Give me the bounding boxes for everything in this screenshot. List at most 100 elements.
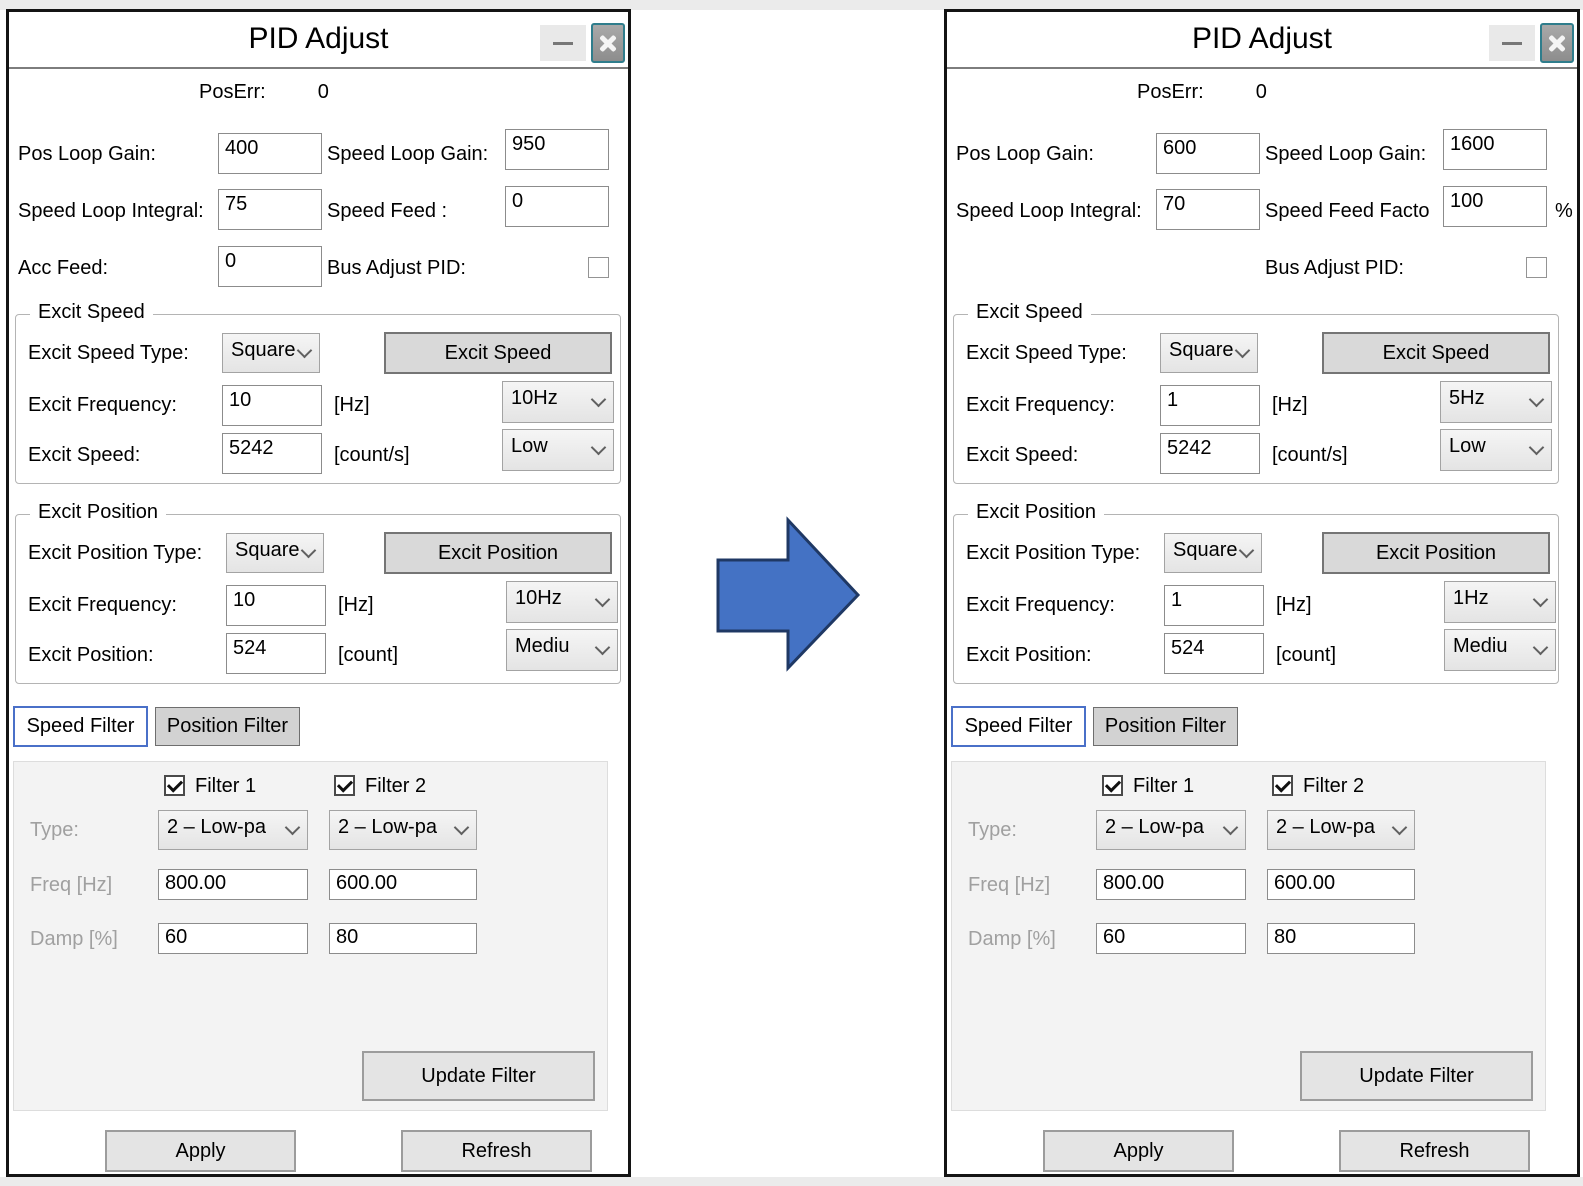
excit-frequency-input[interactable] (222, 385, 322, 426)
filter-type-label: Type: (968, 819, 1017, 841)
bus-adjust-pid-checkbox[interactable] (588, 257, 609, 278)
filter2-checkbox[interactable] (1272, 775, 1293, 796)
excit-position-range-value: 1Hz (1453, 587, 1489, 609)
acc-feed-input[interactable] (218, 246, 322, 287)
excit-position-type-value: Square (1173, 539, 1238, 561)
excit-position-range-dropdown[interactable]: 1Hz (1444, 581, 1556, 623)
excit-position-level-dropdown[interactable]: Mediu (506, 629, 618, 671)
speed-feed-factor-input[interactable] (1443, 186, 1547, 227)
chevron-down-icon (1528, 391, 1545, 408)
speed-loop-gain-input[interactable] (1443, 129, 1547, 170)
minimize-button[interactable] (1489, 25, 1535, 61)
speed-feed-input[interactable] (505, 186, 609, 227)
excit-position-type-dropdown[interactable]: Square (1164, 533, 1262, 573)
speed-loop-gain-input[interactable] (505, 129, 609, 170)
filter2-freq-input[interactable] (329, 869, 477, 900)
excit-speed-range-dropdown[interactable]: 10Hz (502, 381, 614, 423)
filter1-type-dropdown[interactable]: 2 – Low-pa (1096, 810, 1246, 850)
filter1-type-dropdown[interactable]: 2 – Low-pa (158, 810, 308, 850)
excit-speed-input[interactable] (1160, 433, 1260, 474)
excit-speed-range-value: 5Hz (1449, 387, 1485, 409)
excit-speed-type-dropdown[interactable]: Square (222, 333, 320, 373)
refresh-button[interactable]: Refresh (401, 1130, 592, 1172)
chevron-down-icon (590, 391, 607, 408)
apply-button[interactable]: Apply (1043, 1130, 1234, 1172)
pos-loop-gain-input[interactable] (1156, 133, 1260, 174)
acc-feed-label: Acc Feed: (18, 257, 109, 279)
excit-position-label: Excit Position: (966, 644, 1092, 666)
tab-speed-filter[interactable]: Speed Filter (951, 706, 1086, 747)
window-title: PID Adjust (248, 22, 389, 55)
excit-speed-type-dropdown[interactable]: Square (1160, 333, 1258, 373)
speed-loop-integral-input[interactable] (218, 189, 322, 230)
excit-speed-group-legend: Excit Speed (968, 301, 1091, 324)
filter1-checkbox[interactable] (164, 775, 185, 796)
excit-frequency-input[interactable] (226, 585, 326, 626)
bus-adjust-pid-checkbox[interactable] (1526, 257, 1547, 278)
poserr-row: PosErr: 0 (1137, 79, 1267, 105)
tab-speed-filter[interactable]: Speed Filter (13, 706, 148, 747)
excit-speed-level-dropdown[interactable]: Low (1440, 429, 1552, 471)
excit-speed-input[interactable] (222, 433, 322, 474)
pos-loop-gain-input[interactable] (218, 133, 322, 174)
filter1-freq-input[interactable] (1096, 869, 1246, 900)
chevron-down-icon (1238, 542, 1255, 559)
excit-speed-group: Excit Speed Excit Speed Type: Square Exc… (15, 301, 621, 484)
refresh-button[interactable]: Refresh (1339, 1130, 1530, 1172)
speed-loop-gain-label: Speed Loop Gain: (1265, 143, 1427, 165)
tab-position-filter[interactable]: Position Filter (1093, 707, 1238, 746)
excit-speed-button[interactable]: Excit Speed (1322, 332, 1550, 374)
minimize-button[interactable] (540, 25, 586, 61)
filter1-label: Filter 1 (195, 775, 257, 797)
excit-position-button[interactable]: Excit Position (384, 532, 612, 574)
filter2-type-value: 2 – Low-pa (338, 816, 437, 838)
filter2-type-value: 2 – Low-pa (1276, 816, 1375, 838)
excit-position-range-dropdown[interactable]: 10Hz (506, 581, 618, 623)
filter1-damp-input[interactable] (158, 923, 308, 954)
excit-position-input[interactable] (226, 633, 326, 674)
excit-position-input[interactable] (1164, 633, 1264, 674)
tab-position-filter[interactable]: Position Filter (155, 707, 300, 746)
apply-button[interactable]: Apply (105, 1130, 296, 1172)
filter2-damp-input[interactable] (1267, 923, 1415, 954)
excit-position-group: Excit Position Excit Position Type: Squa… (15, 501, 621, 684)
filter-damp-label: Damp [%] (30, 928, 118, 950)
chevron-down-icon (594, 591, 611, 608)
minimize-icon (1502, 42, 1522, 45)
bus-adjust-pid-label: Bus Adjust PID: (327, 257, 466, 279)
excit-position-type-dropdown[interactable]: Square (226, 533, 324, 573)
filter2-damp-input[interactable] (329, 923, 477, 954)
filter2-freq-input[interactable] (1267, 869, 1415, 900)
speed-loop-integral-label: Speed Loop Integral: (956, 200, 1142, 222)
excit-frequency-input[interactable] (1164, 585, 1264, 626)
minimize-icon (553, 42, 573, 45)
excit-position-button[interactable]: Excit Position (1322, 532, 1550, 574)
excit-speed-level-dropdown[interactable]: Low (502, 429, 614, 471)
update-filter-button[interactable]: Update Filter (362, 1051, 595, 1101)
excit-frequency-label: Excit Frequency: (966, 594, 1115, 616)
excit-speed-range-dropdown[interactable]: 5Hz (1440, 381, 1552, 423)
chevron-down-icon (1234, 342, 1251, 359)
filter1-damp-input[interactable] (1096, 923, 1246, 954)
excit-position-level-dropdown[interactable]: Mediu (1444, 629, 1556, 671)
close-button[interactable] (591, 23, 625, 63)
filter-freq-label: Freq [Hz] (968, 874, 1051, 896)
filter2-type-dropdown[interactable]: 2 – Low-pa (329, 810, 477, 850)
excit-position-unit: [count] (1276, 644, 1337, 666)
close-button[interactable] (1540, 23, 1574, 63)
excit-frequency-input[interactable] (1160, 385, 1260, 426)
speed-loop-integral-input[interactable] (1156, 189, 1260, 230)
filter1-checkbox[interactable] (1102, 775, 1123, 796)
update-filter-button[interactable]: Update Filter (1300, 1051, 1533, 1101)
excit-speed-label: Excit Speed: (966, 444, 1079, 466)
check-icon (1104, 776, 1122, 793)
poserr-label: PosErr: (1137, 81, 1204, 103)
filter1-freq-input[interactable] (158, 869, 308, 900)
pos-loop-gain-label: Pos Loop Gain: (956, 143, 1094, 165)
excit-speed-button[interactable]: Excit Speed (384, 332, 612, 374)
chevron-down-icon (1532, 639, 1549, 656)
check-icon (166, 776, 184, 793)
filter2-type-dropdown[interactable]: 2 – Low-pa (1267, 810, 1415, 850)
filter2-checkbox[interactable] (334, 775, 355, 796)
pid-adjust-window-before: PID Adjust PosErr: 0 Pos Loop Gain: Speed… (6, 9, 631, 1177)
